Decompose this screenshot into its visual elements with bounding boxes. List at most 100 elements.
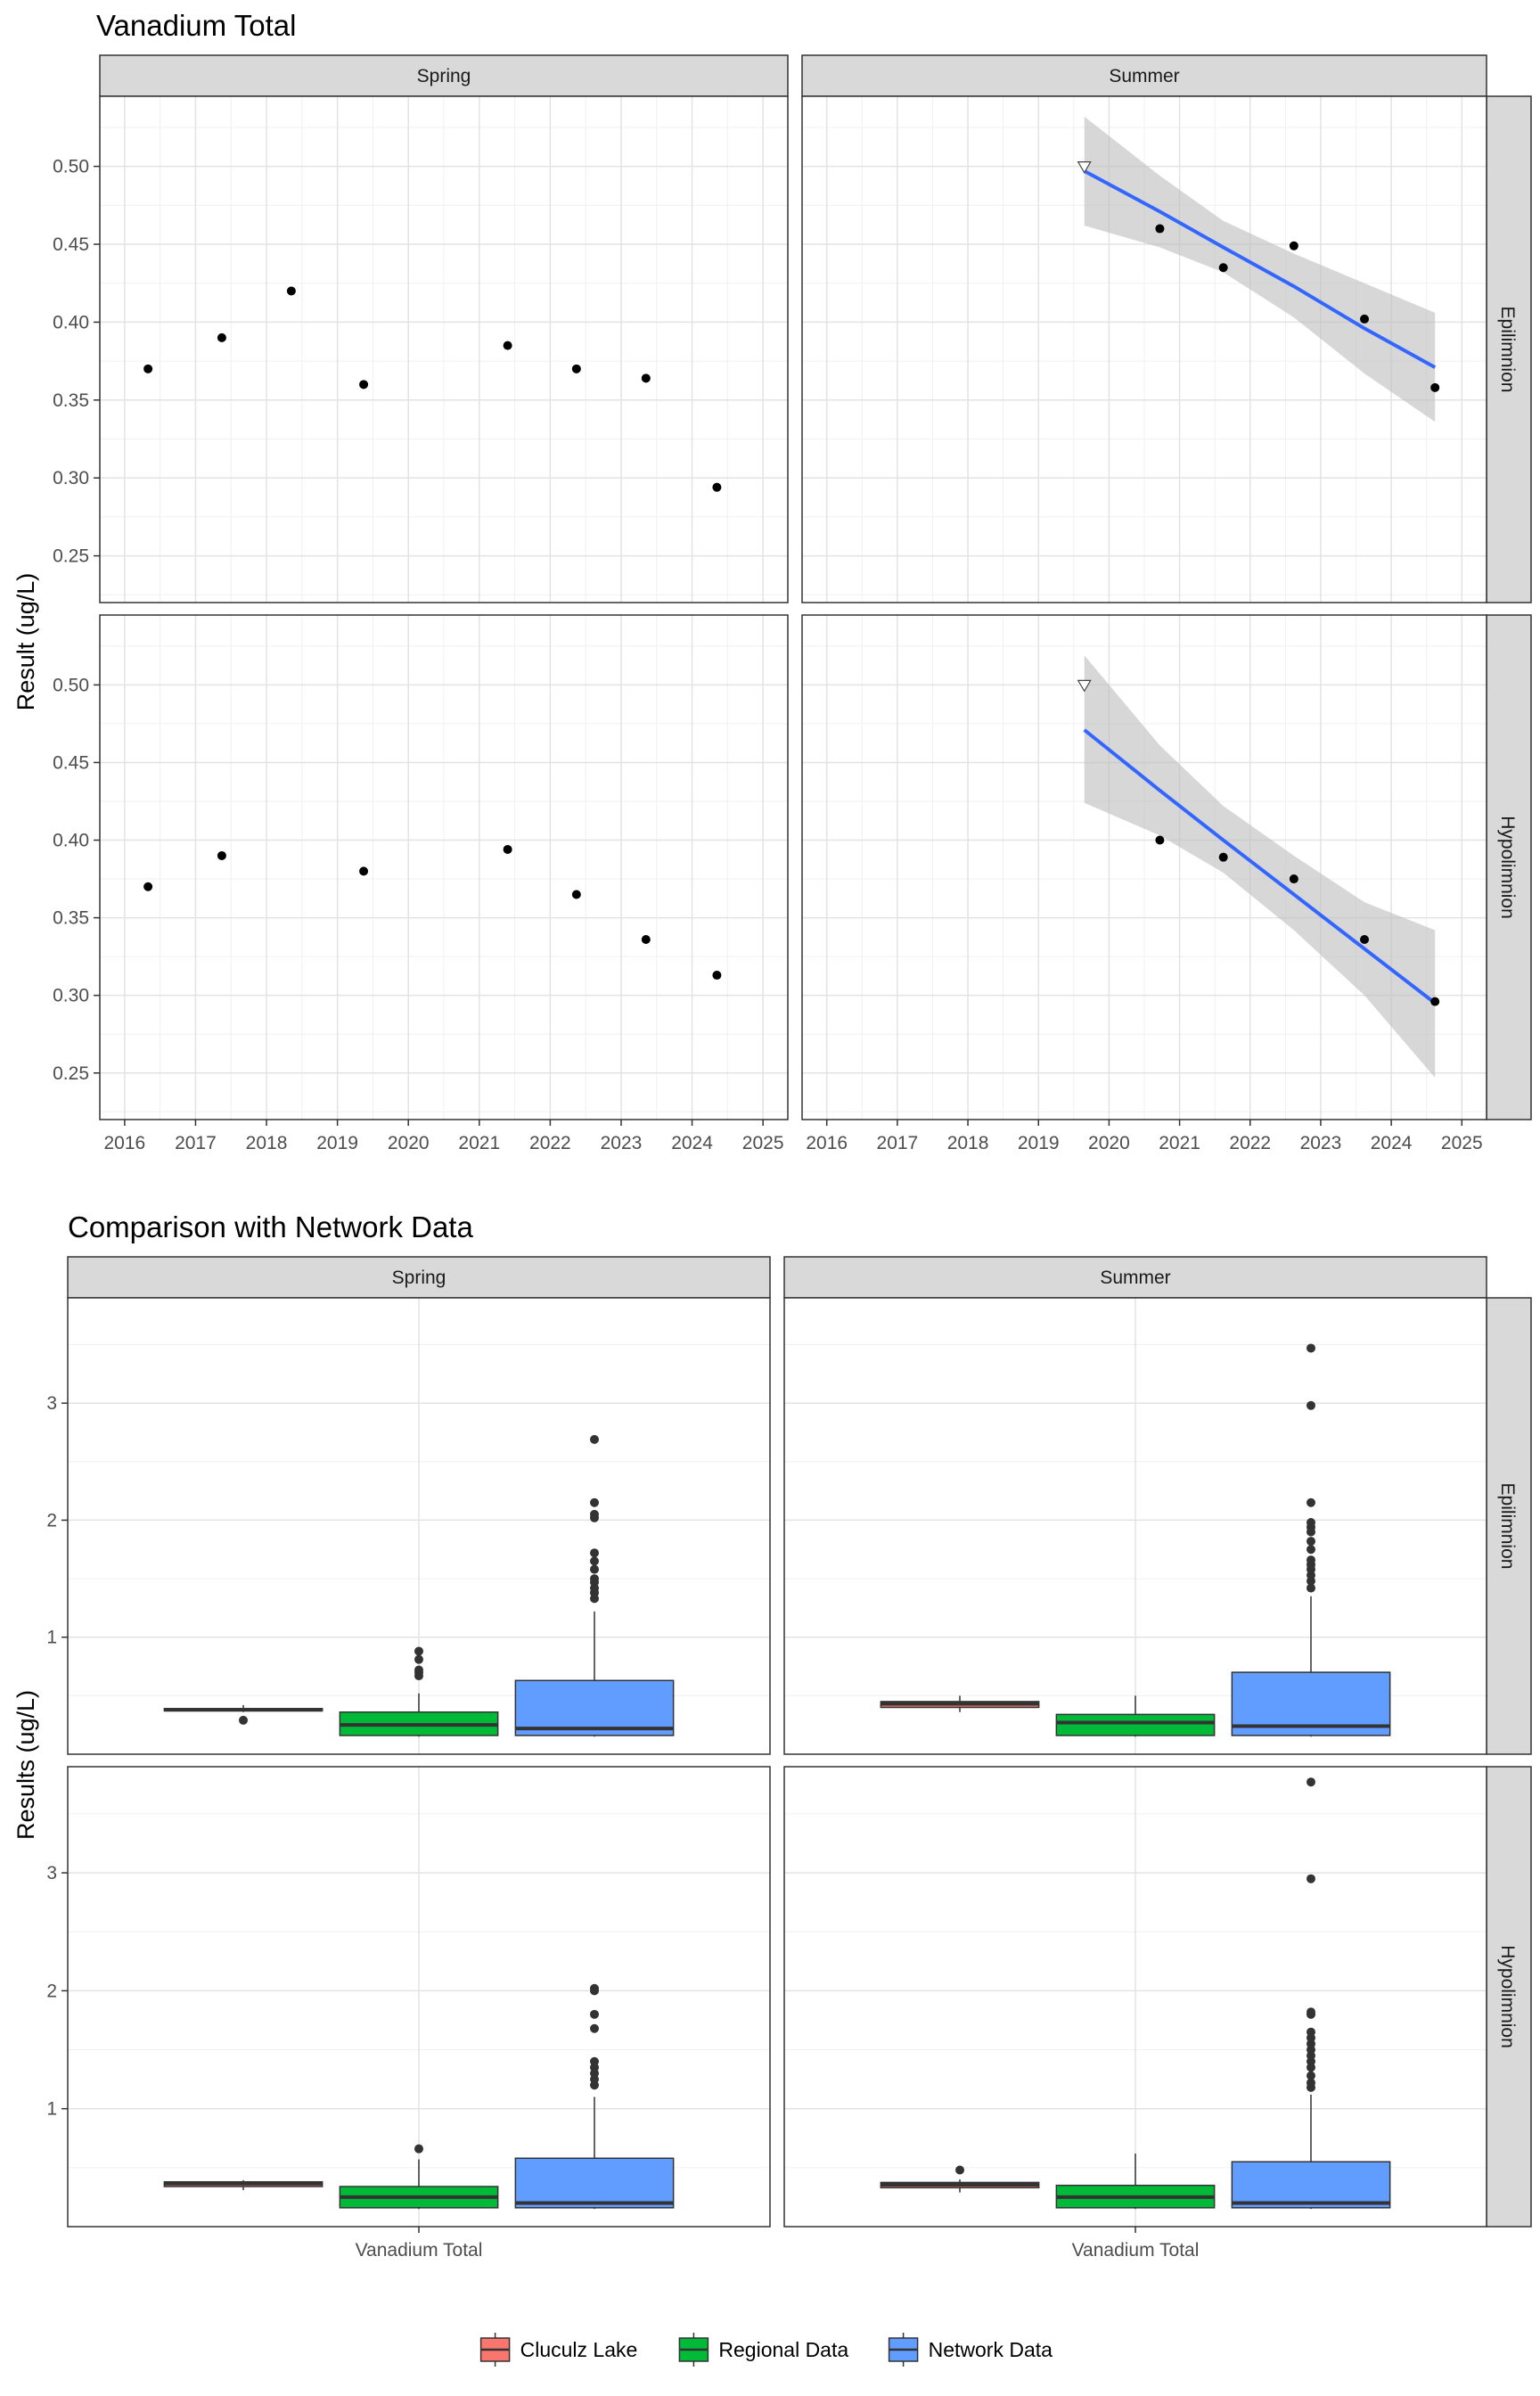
strip-summer [801, 54, 1487, 97]
trend-line [1083, 169, 1437, 369]
box-cluculz-lake [163, 1704, 324, 1725]
outlier-point [414, 2144, 423, 2154]
trend-line [1083, 728, 1437, 1005]
outlier-point [590, 2009, 599, 2019]
outlier-point [1307, 2027, 1315, 2037]
data-point [359, 380, 369, 390]
box-body [1055, 1713, 1216, 1736]
outlier-point [1307, 1498, 1315, 1507]
box-regional-data [339, 1646, 499, 1737]
x-tick-label: 2019 [316, 1133, 358, 1153]
data-point [217, 332, 226, 342]
box-network-data [514, 1434, 675, 1737]
x-tick-label: 2025 [1441, 1133, 1483, 1153]
outlier-point [590, 1556, 599, 1566]
strip-label-spring: Spring [392, 1268, 446, 1288]
legend-label: Regional Data [718, 2338, 848, 2361]
outlier-point [590, 1574, 599, 1584]
data-point [1289, 874, 1298, 884]
box-network-data [1231, 1777, 1391, 2210]
data-point [1218, 852, 1228, 862]
vanadium-trend-chart: Vanadium Total Result (ug/L) Spring Summe… [12, 9, 1532, 1153]
x-tick-label: 2021 [458, 1133, 500, 1153]
y-tick-label: 0.35 [53, 390, 89, 411]
outlier-point [1307, 1537, 1315, 1547]
panel-border [67, 1297, 771, 1755]
outlier-point [590, 1564, 599, 1574]
strip-label-summer: Summer [1109, 66, 1179, 86]
panel-summer-epilimnion [783, 1297, 1487, 1755]
box-body [514, 2157, 675, 2209]
outlier-point [1307, 1343, 1315, 1353]
outlier-point [414, 1665, 423, 1675]
data-point [503, 341, 512, 350]
y-tick-label: 2 [46, 1981, 57, 2001]
panel-border [801, 95, 1487, 603]
y-tick-label: 1 [46, 1628, 57, 1648]
y-tick-label: 0.40 [53, 312, 89, 332]
data-point [641, 373, 651, 383]
y-tick-label: 0.30 [53, 986, 89, 1006]
strip-label-epilimnion: Epilimnion [1497, 307, 1518, 393]
data-point [1155, 224, 1165, 234]
y-tick-label: 2 [46, 1510, 57, 1530]
panel-border [801, 614, 1487, 1120]
y-tick-label: 0.25 [53, 546, 89, 567]
comparison-y-axis-title: Results (ug/L) [12, 1690, 39, 1840]
trend-panels: Spring Summer Epilimnion Hypolimnion 0.25 0.3… [53, 54, 1532, 1153]
legend: Cluculz Lake Regional Data Network Data [479, 2333, 1053, 2367]
box-regional-data [339, 2144, 499, 2210]
strip-label-spring: Spring [417, 66, 471, 86]
x-tick-label: 2025 [742, 1133, 784, 1153]
x-tick-label: 2021 [1159, 1133, 1200, 1153]
panel-spring-hypolimnion: 0.25 0.30 0.35 0.40 0.45 0.50 2016 2017 2018 2019… [53, 614, 789, 1153]
legend-label: Cluculz Lake [520, 2338, 638, 2361]
x-tick-label: 2018 [246, 1133, 288, 1153]
x-tick-label: 2020 [388, 1133, 430, 1153]
strip-hypolimnion [1486, 1766, 1532, 2228]
y-tick-label: 0.40 [53, 831, 89, 851]
outlier-point [590, 1548, 599, 1558]
x-tick-label: 2024 [671, 1133, 713, 1153]
outlier-point [1307, 1583, 1315, 1593]
y-tick-label: 3 [46, 1393, 57, 1414]
data-point [1289, 241, 1298, 250]
legend-item-cluculz-lake: Cluculz Lake [479, 2333, 638, 2367]
y-tick-label: 0.50 [53, 675, 89, 695]
network-comparison-chart: Comparison with Network Data Results (ug… [12, 1210, 1532, 2367]
panel-summer-hypolimnion: Vanadium Total [783, 1766, 1487, 2261]
outlier-point [590, 1434, 599, 1444]
outlier-point [1307, 1400, 1315, 1410]
box-body [1231, 2161, 1391, 2209]
strip-spring [67, 1256, 771, 1299]
x-tick-label: 2022 [529, 1133, 571, 1153]
strip-spring [99, 54, 789, 97]
panel-spring-epilimnion: 1 2 3 [46, 1297, 771, 1755]
censored-point [1077, 679, 1092, 693]
box-cluculz-lake [880, 1695, 1040, 1712]
outlier-point [1307, 2078, 1315, 2088]
x-tick-label: 2017 [877, 1133, 919, 1153]
outlier-point [590, 2023, 599, 2033]
y-tick-label: 0.35 [53, 908, 89, 929]
strip-label-hypolimnion: Hypolimnion [1497, 1945, 1518, 2048]
outlier-point [1307, 1555, 1315, 1565]
panel-spring-hypolimnion: 1 2 3 Vanadium Total [46, 1766, 771, 2261]
data-point [143, 882, 153, 891]
outlier-point [414, 1646, 423, 1656]
data-point [1430, 382, 1440, 392]
box-body [514, 1679, 675, 1736]
data-point [503, 844, 512, 854]
panel-summer-epilimnion [801, 95, 1487, 603]
outlier-point [414, 1654, 423, 1664]
strip-label-hypolimnion: Hypolimnion [1497, 816, 1518, 919]
x-tick-label: 2022 [1229, 1133, 1271, 1153]
data-point [1360, 934, 1370, 944]
x-tick-label: Vanadium Total [1072, 2240, 1200, 2261]
y-tick-label: 0.30 [53, 468, 89, 488]
data-point [641, 934, 651, 944]
y-tick-label: 0.25 [53, 1063, 89, 1084]
x-tick-label: 2018 [947, 1133, 989, 1153]
box-cluculz-lake [880, 2165, 1040, 2193]
